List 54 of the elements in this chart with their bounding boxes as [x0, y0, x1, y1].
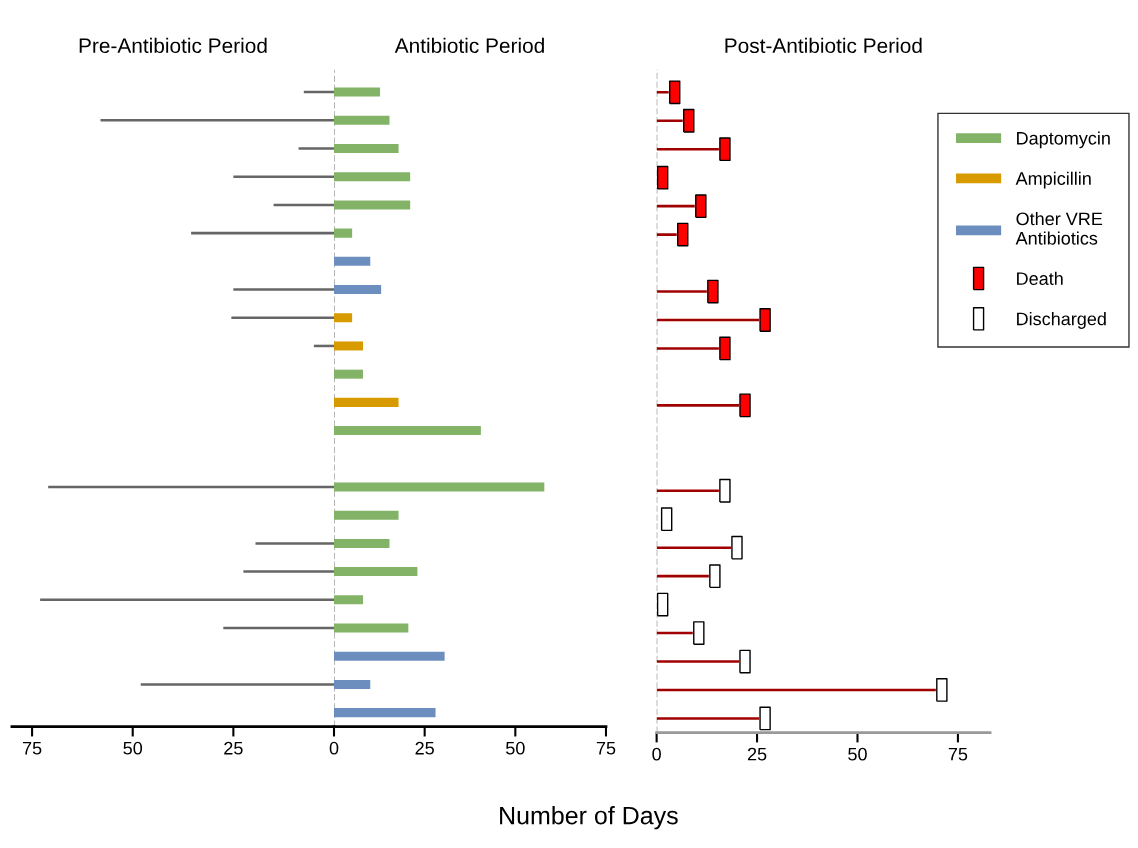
bar — [656, 489, 719, 493]
bar — [334, 172, 411, 182]
legend-label: Daptomycin — [1017, 131, 1110, 149]
x-tick-label: 50 — [506, 741, 525, 755]
bar — [334, 708, 436, 718]
bar — [334, 228, 353, 238]
x-tick-label: 25 — [415, 741, 434, 755]
bar — [334, 285, 382, 295]
x-tick-label: 25 — [747, 747, 767, 761]
legend-label: Death — [1017, 271, 1063, 286]
bar — [334, 510, 399, 520]
x-tick-label: 50 — [848, 747, 867, 761]
chart-title: Pre-Antibiotic Period — [79, 37, 267, 54]
legend-label: Other VRE Antibiotics — [1015, 211, 1103, 245]
bar — [334, 567, 418, 577]
bar — [334, 87, 381, 97]
x-tick-label: 50 — [123, 741, 143, 755]
bar — [656, 660, 739, 663]
bar — [334, 679, 371, 689]
bar — [334, 115, 390, 125]
bar — [298, 147, 334, 150]
bar — [656, 91, 669, 94]
bar — [656, 404, 739, 407]
bar — [334, 144, 399, 154]
bar — [656, 546, 731, 549]
bar — [334, 595, 364, 605]
bar — [334, 426, 481, 436]
x-tick-label: 75 — [596, 741, 616, 755]
bar — [334, 341, 364, 351]
chart-title: Post-Antibiotic Period — [725, 37, 922, 54]
chart-title: Antibiotic Period — [394, 37, 544, 54]
x-tick-label: 0 — [652, 747, 661, 761]
bar — [656, 717, 760, 720]
x-axis-title: Number of Days — [500, 806, 678, 830]
bar — [656, 347, 719, 350]
x-tick-label: 25 — [224, 741, 243, 755]
bar — [334, 313, 353, 323]
bar — [334, 482, 545, 492]
x-tick-label: 75 — [948, 747, 968, 761]
bar — [334, 369, 364, 379]
legend-label: Ampicillin — [1015, 171, 1091, 189]
bar — [334, 200, 411, 210]
x-tick-label: 75 — [22, 741, 42, 755]
bar — [334, 623, 409, 633]
bar — [656, 233, 677, 236]
bar — [656, 290, 707, 293]
bar — [656, 119, 683, 123]
bar — [334, 538, 390, 548]
bar — [334, 256, 371, 266]
legend-label: Discharged — [1017, 312, 1106, 329]
bar — [334, 651, 445, 661]
x-tick-label: 0 — [329, 741, 339, 755]
bar — [334, 397, 399, 407]
bar — [656, 147, 719, 151]
